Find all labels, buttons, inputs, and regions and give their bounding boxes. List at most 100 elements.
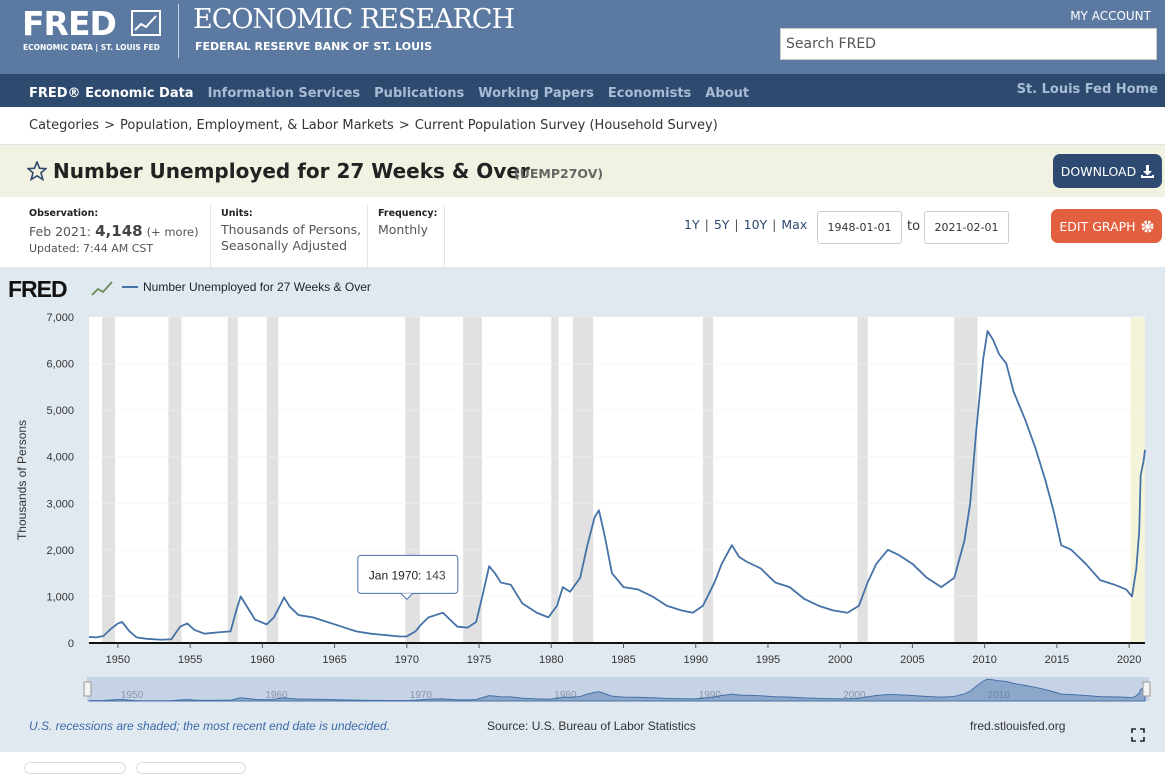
range-separator: |	[704, 217, 709, 232]
range-links: 1Y | 5Y | 10Y | Max	[684, 217, 807, 232]
breadcrumb-items: Categories > Population, Employment, & Lab…	[29, 118, 718, 133]
more-link[interactable]: (+ more)	[146, 225, 199, 239]
download-button[interactable]: DOWNLOAD	[1053, 154, 1162, 188]
star-icon[interactable]	[27, 161, 47, 181]
range-link[interactable]: 5Y	[713, 217, 730, 232]
logo[interactable]: FRED	[22, 4, 117, 43]
recession-band	[102, 317, 116, 643]
tooltip-text: Jan 1970: 143	[369, 568, 446, 582]
x-tick-label: 1990	[683, 654, 707, 666]
x-tick-label: 1980	[539, 654, 563, 666]
recession-band	[227, 317, 238, 643]
nav-item[interactable]: FRED® Economic Data	[29, 86, 194, 101]
x-tick-label: 1985	[611, 654, 635, 666]
x-tick-label: 2015	[1045, 654, 1069, 666]
start-date[interactable]: 1948-01-01	[817, 211, 902, 244]
y-tick-label: 2,000	[46, 545, 74, 557]
units: Thousands of Persons, Seasonally Adjuste…	[221, 222, 362, 253]
recession-band	[572, 317, 594, 643]
meta-panel: Observation: Feb 2021: 4,148 (+ more) Up…	[0, 197, 1165, 267]
end-date[interactable]: 2021-02-01	[924, 211, 1009, 244]
plot-area	[89, 317, 1145, 643]
navigator-label: 1950	[121, 690, 144, 701]
org-sub: FEDERAL RESERVE BANK OF ST. LOUIS	[195, 40, 433, 53]
search-box[interactable]: Search FRED	[780, 28, 1157, 60]
series-title: Number Unemployed for 27 Weeks & Over	[53, 159, 530, 183]
site-url: fred.stlouisfed.org	[970, 719, 1065, 733]
nav-item[interactable]: About	[705, 86, 750, 101]
range-link[interactable]: Max	[781, 217, 808, 232]
breadcrumb-item[interactable]: Categories	[29, 118, 100, 133]
nav-item[interactable]: Economists	[607, 86, 692, 101]
y-tick-label: 0	[68, 638, 74, 650]
nav-items: FRED® Economic Data Information Services P…	[29, 82, 763, 101]
nav-item[interactable]: Working Papers	[478, 86, 594, 101]
recession-band	[551, 317, 559, 643]
data-line	[88, 330, 1146, 641]
navigator-label: 2000	[843, 690, 866, 701]
chart-logo-icon	[91, 281, 113, 296]
recession-band	[266, 317, 279, 643]
y-tick-label: 6,000	[46, 359, 74, 371]
x-tick-label: 2010	[972, 654, 996, 666]
navigator-label: 1960	[265, 690, 288, 701]
x-tick-label: 1965	[322, 654, 346, 666]
navigator-label: 1980	[554, 690, 577, 701]
recession-band	[857, 317, 868, 643]
chart-logo: FRED	[8, 276, 67, 302]
x-tick-label: 1995	[756, 654, 780, 666]
gear-icon	[1141, 220, 1154, 232]
observation-label: Observation:	[29, 208, 99, 219]
my-account[interactable]: MY ACCOUNT	[1070, 9, 1151, 23]
navigator-handle[interactable]	[1142, 681, 1151, 697]
source: Source: U.S. Bureau of Labor Statistics	[487, 719, 696, 733]
breadcrumb-separator: >	[398, 118, 410, 133]
range-link[interactable]: 1Y	[684, 217, 700, 232]
x-tick-label: 1955	[178, 654, 202, 666]
x-tick-label: 2020	[1117, 654, 1141, 666]
y-tick-label: 4,000	[46, 452, 74, 464]
x-tick-label: 1970	[395, 654, 419, 666]
y-axis-label: Thousands of Persons	[15, 420, 29, 540]
navigator-handle[interactable]	[83, 681, 92, 697]
observation-value: 4,148	[95, 222, 143, 240]
nav-home[interactable]: St. Louis Fed Home	[1016, 82, 1158, 97]
edit-label: EDIT GRAPH	[1059, 218, 1136, 234]
y-tick-label: 1,000	[46, 591, 74, 603]
x-tick-label: 1960	[250, 654, 274, 666]
x-tick-label: 2005	[900, 654, 924, 666]
breadcrumb-item[interactable]: Population, Employment, & Labor Markets	[119, 118, 394, 133]
frequency: Monthly	[378, 222, 429, 237]
range-separator: |	[734, 217, 739, 232]
nav-bar: FRED® Economic Data Information Services P…	[0, 74, 1165, 107]
recession-band	[168, 317, 182, 643]
recession-band	[463, 317, 482, 643]
range-link[interactable]: 10Y	[743, 217, 768, 232]
edit-graph-button[interactable]: EDIT GRAPH	[1051, 209, 1162, 243]
y-tick-label: 3,000	[46, 498, 74, 510]
x-tick-label: 1950	[106, 654, 130, 666]
series-id: (UEMP27OV)	[514, 166, 604, 181]
observation-date: Feb 2021:	[29, 224, 92, 239]
y-tick-label: 7,000	[46, 312, 74, 324]
logo-icon	[131, 10, 161, 36]
nav-item[interactable]: Information Services	[207, 86, 361, 101]
breadcrumb-item[interactable]: Current Population Survey (Household Sur…	[414, 118, 718, 133]
x-tick-label: 1975	[467, 654, 491, 666]
recession-band	[954, 317, 978, 643]
org-name: ECONOMIC RESEARCH	[193, 4, 515, 35]
logo-sub: ECONOMIC DATA | ST. LOUIS FED	[23, 43, 160, 52]
chart: FRED Number Unemployed for 27 Weeks & Ove…	[8, 276, 1151, 742]
chart-panel: FRED Number Unemployed for 27 Weeks & Ove…	[0, 267, 1165, 752]
divider	[178, 4, 179, 58]
breadcrumb: Categories > Population, Employment, & Lab…	[0, 107, 1165, 145]
breadcrumb-separator: >	[104, 118, 115, 133]
header: FRED ECONOMIC DATA | ST. LOUIS FED ECONO…	[0, 0, 1165, 74]
title-band: Number Unemployed for 27 Weeks & Over (U…	[0, 145, 1165, 197]
legend-label: Number Unemployed for 27 Weeks & Over	[143, 280, 371, 294]
navigator-label: 1990	[699, 690, 722, 701]
download-label: DOWNLOAD	[1060, 163, 1137, 179]
fullscreen-icon[interactable]	[1131, 728, 1145, 742]
nav-item[interactable]: Publications	[374, 86, 465, 101]
